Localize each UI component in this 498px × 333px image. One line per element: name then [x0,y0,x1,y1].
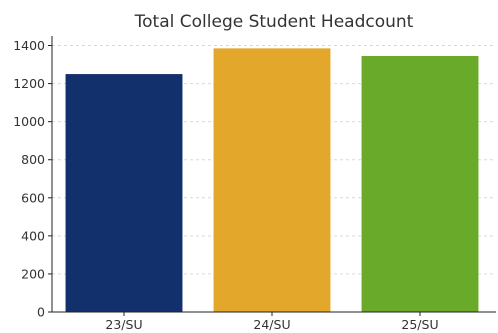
y-tick-label: 1400 [13,38,45,53]
x-tick-label: 24/SU [253,317,290,332]
x-ticks: 23/SU 24/SU 25/SU [105,312,439,332]
bar-24-su [213,48,331,313]
x-tick-label: 23/SU [105,317,142,332]
y-tick-label: 0 [37,305,45,320]
y-tick-label: 400 [21,228,45,243]
bar-23-su [65,74,183,312]
x-tick-label: 25/SU [401,317,438,332]
y-tick-label: 600 [21,190,45,205]
bars [65,48,479,313]
y-tick-label: 1000 [13,114,45,129]
chart-title: Total College Student Headcount [134,12,414,32]
y-tick-label: 800 [21,152,45,167]
y-tick-label: 200 [21,266,45,281]
axes [51,36,496,313]
y-ticks: 0 200 400 600 800 1000 1200 1400 [13,38,52,320]
bar-25-su [361,55,479,312]
y-tick-label: 1200 [13,76,45,91]
